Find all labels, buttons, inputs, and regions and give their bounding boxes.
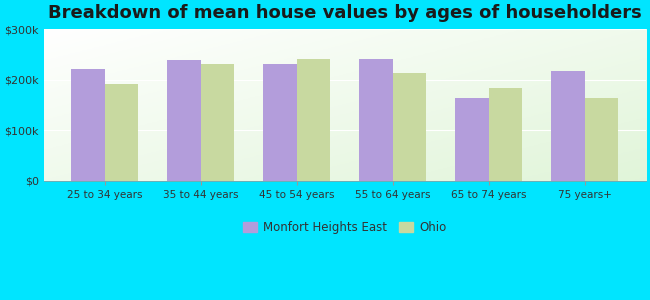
- Bar: [105, 84, 138, 181]
- Legend: Monfort Heights East, Ohio: Monfort Heights East, Ohio: [239, 216, 451, 239]
- Bar: [296, 58, 330, 181]
- Bar: [201, 64, 234, 181]
- Bar: [167, 60, 201, 181]
- Bar: [393, 73, 426, 181]
- Bar: [585, 98, 618, 181]
- Bar: [489, 88, 523, 181]
- Bar: [71, 69, 105, 181]
- Bar: [455, 98, 489, 181]
- Bar: [359, 58, 393, 181]
- Bar: [263, 64, 296, 181]
- Title: Breakdown of mean house values by ages of householders: Breakdown of mean house values by ages o…: [48, 4, 642, 22]
- Bar: [551, 71, 585, 181]
